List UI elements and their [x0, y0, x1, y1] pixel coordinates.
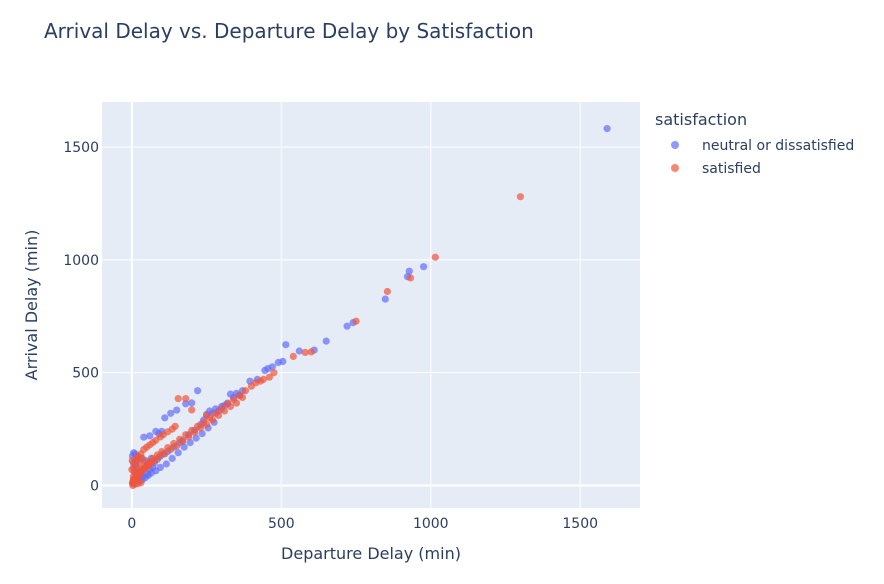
scatter-point: [128, 457, 136, 465]
scatter-point: [128, 466, 136, 474]
scatter-point: [179, 437, 187, 446]
scatter-point: [140, 433, 148, 441]
scatter-point: [215, 411, 223, 420]
scatter-point: [171, 422, 179, 430]
legend-label-satisfied: satisfied: [702, 161, 761, 177]
chart-title: Arrival Delay vs. Departure Delay by Sat…: [44, 19, 534, 43]
scatter-point: [343, 322, 351, 330]
scatter-point: [322, 337, 330, 345]
x-tick-label: 0: [127, 516, 136, 532]
legend-label-neutral-or-dissatisfied: neutral or dissatisfied: [702, 138, 854, 154]
scatter-point: [352, 317, 360, 325]
y-tick-label: 500: [72, 366, 99, 382]
scatter-point: [188, 399, 196, 407]
scatter-point: [167, 409, 175, 417]
scatter-point: [261, 366, 269, 374]
scatter-point: [301, 348, 309, 356]
scatter-point: [137, 479, 145, 487]
scatter-point: [289, 352, 297, 360]
scatter-point: [381, 295, 389, 303]
scatter-point: [194, 387, 202, 395]
legend-marker-satisfied: [671, 164, 679, 172]
scatter-point: [238, 393, 247, 402]
x-tick-label: 1500: [562, 516, 598, 532]
scatter-point: [174, 395, 182, 403]
legend-title: satisfaction: [655, 110, 747, 129]
scatter-point: [270, 369, 278, 377]
scatter-point: [156, 463, 164, 471]
scatter-point: [265, 373, 273, 381]
scatter-point: [155, 453, 163, 461]
scatter-point: [295, 347, 303, 355]
scatter-point: [405, 267, 413, 275]
axis-ticks: 0 500 1000 1500 0 500 1000 1500: [63, 140, 598, 532]
scatter-point: [174, 449, 182, 457]
scatter-point: [274, 358, 282, 367]
scatter-point: [161, 450, 169, 458]
scatter-point: [220, 407, 229, 415]
scatter-point: [152, 427, 160, 435]
scatter-point: [383, 287, 391, 296]
legend-marker-neutral-or-dissatisfied: [671, 141, 679, 149]
scatter-point: [307, 348, 315, 356]
scatter-point: [191, 428, 199, 436]
scatter-point: [173, 442, 181, 450]
scatter-point: [198, 430, 206, 438]
scatter-point: [282, 341, 290, 349]
legend-item-satisfied[interactable]: satisfied: [671, 161, 761, 177]
scatter-point: [603, 125, 611, 133]
scatter-point: [247, 382, 255, 390]
scatter-point: [162, 460, 170, 468]
scatter-point: [188, 406, 196, 414]
legend-item-neutral-or-dissatisfied[interactable]: neutral or dissatisfied: [671, 138, 854, 154]
scatter-point: [516, 193, 525, 201]
series-satisfied: [128, 193, 525, 489]
scatter-point: [241, 387, 250, 395]
scatter-point: [182, 400, 190, 408]
scatter-point: [226, 402, 235, 411]
legend: satisfaction neutral or dissatisfied sat…: [655, 110, 854, 177]
scatter-point: [173, 406, 181, 414]
grid-lines: [102, 102, 640, 508]
scatter-point: [146, 432, 154, 440]
y-axis-title: Arrival Delay (min): [22, 230, 41, 381]
x-tick-label: 1000: [413, 516, 449, 532]
scatter-point: [420, 263, 428, 271]
x-tick-label: 500: [268, 516, 295, 532]
scatter-point: [203, 411, 211, 420]
x-axis-title: Departure Delay (min): [281, 544, 461, 563]
scatter-point: [138, 454, 146, 462]
scatter-point: [167, 445, 175, 453]
scatter-point: [180, 443, 188, 451]
scatter-point: [431, 253, 439, 261]
scatter-point: [182, 395, 190, 403]
scatter-point: [168, 454, 176, 462]
scatter-point: [161, 414, 169, 422]
scatter-point: [232, 399, 241, 407]
scatter-point: [186, 439, 194, 447]
scatter-point: [192, 434, 200, 442]
y-tick-label: 1000: [63, 253, 99, 269]
y-tick-label: 0: [90, 478, 99, 494]
scatter-point: [147, 459, 155, 467]
scatter-point: [185, 433, 193, 441]
y-tick-label: 1500: [63, 140, 99, 156]
scatter-point: [203, 420, 211, 429]
scatter-point: [209, 416, 217, 424]
data-points: [128, 125, 611, 489]
scatter-point: [406, 274, 415, 282]
scatter-point: [197, 424, 205, 432]
